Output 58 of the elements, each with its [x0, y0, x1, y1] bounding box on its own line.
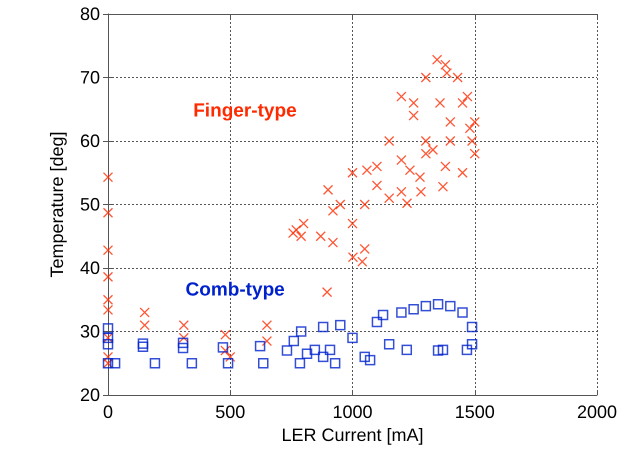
point [296, 326, 306, 337]
point [347, 332, 358, 344]
point [102, 338, 114, 350]
point [254, 340, 266, 352]
point [408, 304, 419, 315]
x-tick-label: 0 [102, 402, 114, 422]
y-tick-label: 60 [80, 131, 100, 151]
x-tick-label: 1500 [454, 402, 495, 422]
point [138, 338, 148, 349]
point [178, 338, 188, 348]
point [378, 310, 388, 320]
point [359, 352, 370, 362]
x-tick-label: 1000 [332, 402, 373, 422]
point [222, 358, 234, 368]
point [110, 358, 120, 368]
point [396, 307, 407, 318]
point [288, 336, 300, 346]
point [372, 316, 382, 328]
x-axis-title: LER Current [mA] [281, 424, 424, 445]
point [335, 320, 346, 330]
point [310, 344, 320, 356]
point [445, 300, 456, 312]
point [432, 345, 444, 356]
y-tick-label: 50 [80, 194, 100, 214]
y-tick-label: 30 [80, 322, 100, 342]
point [438, 344, 448, 356]
point [318, 352, 328, 362]
point [186, 358, 198, 368]
point [294, 358, 306, 368]
point [302, 348, 312, 359]
point [466, 322, 478, 332]
y-tick-label: 20 [80, 385, 100, 405]
x-tick-label: 500 [215, 402, 246, 422]
point [258, 358, 269, 368]
text: Finger-type [193, 100, 297, 122]
point [432, 298, 444, 310]
y-axis-title: Temperature [deg] [47, 131, 67, 278]
point [384, 338, 394, 350]
y-tick-label: 80 [80, 4, 100, 24]
series-label: Comb-type [186, 280, 285, 301]
point [178, 342, 188, 354]
point [218, 342, 228, 353]
y-tick-label: 40 [80, 258, 100, 278]
point [364, 354, 376, 366]
point [457, 307, 468, 318]
point [462, 344, 472, 356]
point [330, 358, 340, 368]
point [420, 300, 432, 312]
point [324, 344, 336, 356]
point [318, 322, 328, 332]
y-tick-label: 70 [80, 68, 100, 88]
point [282, 345, 292, 356]
point [150, 358, 160, 368]
point [138, 341, 148, 352]
x-tick-label: 2000 [576, 402, 618, 422]
point [466, 338, 478, 350]
point [402, 344, 412, 356]
point [102, 323, 114, 334]
